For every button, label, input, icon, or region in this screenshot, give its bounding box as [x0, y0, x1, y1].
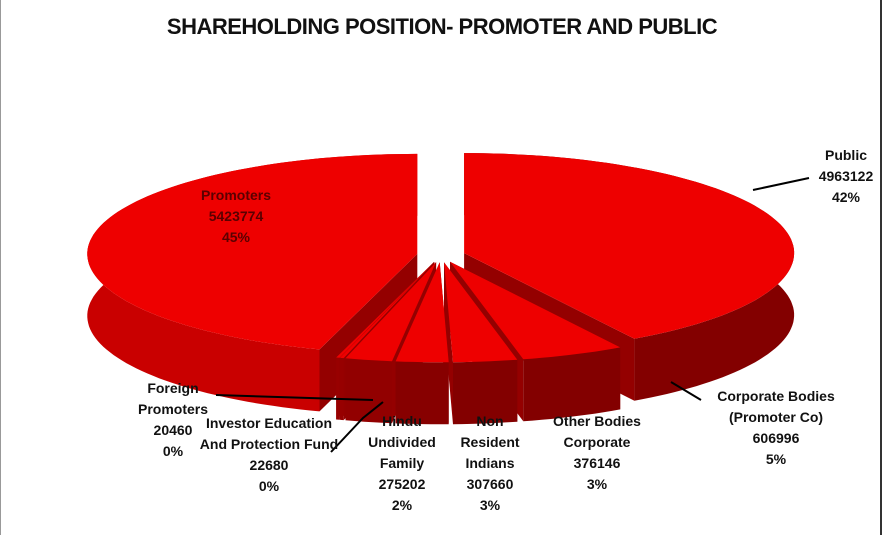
slice-top: [450, 261, 621, 360]
category-name: Corporate Bodies (Promoter Co): [717, 388, 835, 425]
slices: [87, 153, 795, 425]
data-label: Non Resident Indians 307660 3%: [450, 411, 530, 516]
slice-top: [87, 153, 418, 350]
data-label: Promoters 5423774 45%: [181, 185, 291, 248]
chart-title: SHAREHOLDING POSITION- PROMOTER AND PUBL…: [166, 14, 718, 39]
category-name: Non Resident Indians: [460, 413, 520, 471]
percent-label: 3%: [586, 476, 608, 492]
data-label: Foreign Promoters 20460 0%: [123, 378, 223, 462]
leader-line: [215, 394, 374, 401]
slice-side: [444, 262, 453, 425]
percent-label: 3%: [479, 497, 501, 513]
slice-wall: [523, 347, 621, 422]
slice-top: [395, 262, 449, 363]
category-name: Hindu Undivided Family: [368, 413, 436, 471]
value-label: 376146: [573, 455, 621, 471]
value-label: 307660: [466, 476, 514, 492]
slice-wall: [336, 357, 340, 420]
value-label: 22680: [249, 457, 289, 473]
data-label: Other Bodies Corporate 376146 3%: [537, 411, 657, 495]
slice-top: [464, 153, 795, 339]
category-name: Other Bodies Corporate: [553, 413, 641, 450]
data-label: Corporate Bodies (Promoter Co) 606996 5%: [696, 386, 856, 470]
percent-label: 2%: [391, 497, 413, 513]
value-label: 20460: [153, 422, 193, 438]
slice-top: [345, 262, 437, 362]
category-name: Promoters: [200, 187, 272, 203]
category-name: Investor Education And Protection Fund: [199, 415, 339, 452]
slice-top: [444, 262, 518, 363]
category-name: Public: [824, 147, 867, 163]
value-label: 5423774: [208, 208, 264, 224]
slice-wall: [395, 361, 449, 425]
percent-label: 5%: [765, 451, 787, 467]
value-label: 4963122: [818, 168, 874, 184]
leader-line: [330, 401, 384, 453]
percent-label: 45%: [221, 229, 251, 245]
leader-line: [670, 381, 702, 401]
data-label: Investor Education And Protection Fund 22…: [194, 413, 344, 497]
percent-label: 0%: [258, 478, 280, 494]
slice-top: [339, 262, 435, 359]
data-label: Public 4963122 42%: [801, 145, 882, 208]
percent-label: 0%: [162, 443, 184, 459]
leader-line: [752, 177, 810, 191]
value-label: 606996: [752, 430, 800, 446]
value-label: 275202: [378, 476, 426, 492]
leader-lines: [215, 177, 810, 453]
category-name: Foreign Promoters: [137, 380, 209, 417]
slice-wall: [453, 359, 518, 425]
slice-wall: [345, 358, 392, 424]
slice-top: [336, 262, 434, 358]
percent-label: 42%: [831, 189, 861, 205]
data-label: Hindu Undivided Family 275202 2%: [357, 411, 447, 516]
slice-wall: [339, 357, 344, 421]
